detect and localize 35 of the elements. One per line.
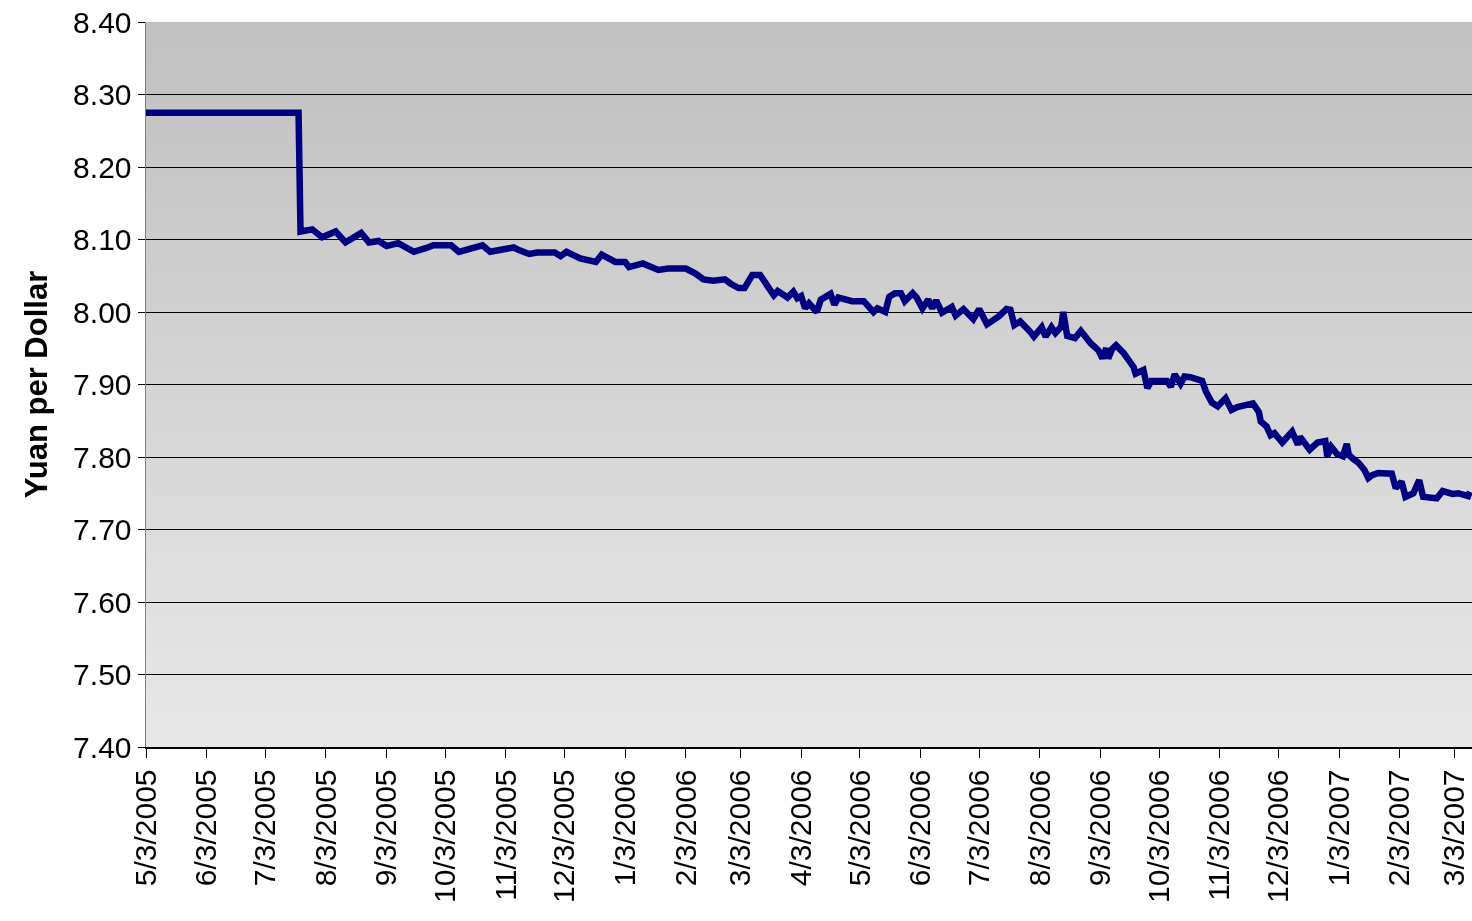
y-tick-label: 7.50 <box>73 658 132 691</box>
x-tick-label: 12/3/2005 <box>547 769 581 903</box>
x-tick-label: 4/3/2006 <box>783 769 817 887</box>
x-tick-label: 7/3/2006 <box>961 769 995 887</box>
x-tick-label: 10/3/2005 <box>427 769 461 903</box>
y-tick-label: 7.40 <box>73 730 132 764</box>
y-tick-label: 8.10 <box>73 223 132 256</box>
x-tick-label: 9/3/2005 <box>369 769 403 887</box>
x-tick-label: 10/3/2006 <box>1141 769 1175 903</box>
x-tick-label: 2/3/2007 <box>1382 769 1416 887</box>
x-tick-label: 3/3/2006 <box>723 769 757 887</box>
x-tick-label: 8/3/2005 <box>308 769 342 887</box>
x-tick-label: 6/3/2005 <box>189 769 223 887</box>
y-tick-label: 8.20 <box>73 150 132 184</box>
y-tick-label: 7.60 <box>73 585 132 619</box>
x-tick-label: 5/3/2006 <box>842 769 876 887</box>
y-axis-title: Yuan per Dollar <box>19 270 55 499</box>
x-tick-label: 9/3/2006 <box>1083 769 1117 887</box>
x-tick-label: 1/3/2006 <box>607 769 641 887</box>
x-tick-label: 12/3/2006 <box>1261 769 1295 903</box>
y-tick-label: 8.40 <box>73 5 132 39</box>
x-tick-label: 2/3/2006 <box>668 769 702 887</box>
y-tick-label: 7.80 <box>73 440 132 474</box>
x-tick-label: 5/3/2005 <box>128 769 162 887</box>
x-tick-label: 7/3/2005 <box>248 769 282 887</box>
x-tick-label: 6/3/2006 <box>903 769 937 887</box>
x-tick-label: 8/3/2006 <box>1022 769 1056 887</box>
x-tick-label: 3/3/2007 <box>1437 769 1471 887</box>
y-tick-label: 7.70 <box>73 513 132 546</box>
x-tick-label: 11/3/2005 <box>488 769 522 901</box>
y-tick-label: 7.90 <box>73 368 132 401</box>
x-tick-label: 1/3/2007 <box>1321 769 1355 887</box>
y-tick-label: 8.30 <box>73 78 132 111</box>
x-tick-label: 11/3/2006 <box>1202 769 1236 901</box>
y-tick-label: 8.00 <box>73 295 132 329</box>
